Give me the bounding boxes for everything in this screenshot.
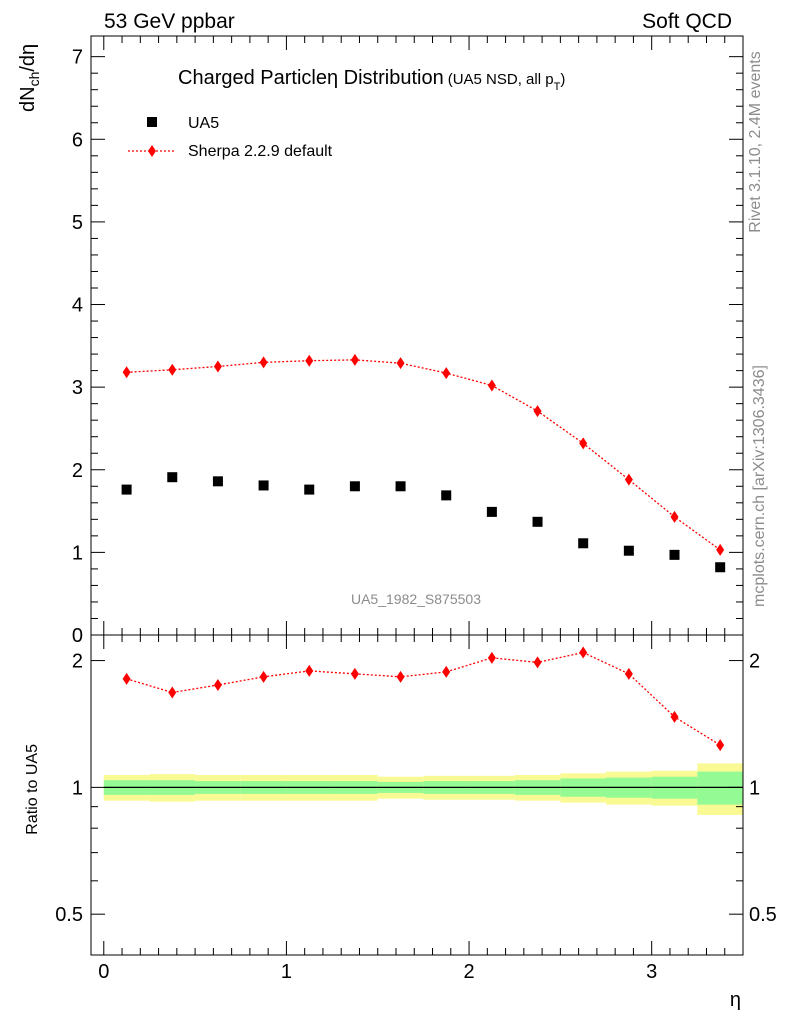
y-tick-label: 0 bbox=[72, 625, 83, 647]
ratio-point bbox=[579, 646, 588, 659]
ratio-point bbox=[533, 656, 542, 669]
sherpa-point bbox=[579, 437, 588, 450]
chart-title-tail: Distribution bbox=[338, 67, 444, 89]
ratio-frame bbox=[90, 634, 744, 956]
ua5-point bbox=[258, 480, 269, 491]
sherpa-point bbox=[168, 363, 177, 376]
ua5-point bbox=[715, 562, 726, 573]
ua5-point bbox=[167, 472, 178, 483]
ratio-point bbox=[670, 710, 679, 723]
legend-marker-ua5 bbox=[147, 117, 157, 127]
sherpa-point bbox=[624, 473, 633, 486]
ratio-point bbox=[396, 670, 405, 683]
chart-title-eta: η bbox=[327, 67, 338, 89]
y-axis-label-main: dN bbox=[17, 86, 39, 112]
y-tick-label: 7 bbox=[72, 47, 83, 69]
ratio-panel: 0 1 2 3 0.5 0.5 1 1 2 2 bbox=[55, 634, 777, 983]
ua5-point bbox=[623, 545, 634, 556]
y-tick-label: 6 bbox=[72, 129, 83, 151]
ua5-point bbox=[578, 538, 589, 549]
ratio-point bbox=[259, 670, 268, 683]
legend: UA5 Sherpa 2.2.9 default bbox=[128, 115, 333, 160]
sherpa-point bbox=[533, 405, 542, 418]
legend-marker-sherpa bbox=[148, 145, 156, 157]
x-tick-label: 2 bbox=[463, 961, 474, 983]
ratio-point bbox=[442, 665, 451, 678]
main-panel: 0 1 2 3 4 5 6 7 bbox=[72, 35, 744, 647]
ua5-point bbox=[441, 490, 452, 501]
category-label: Soft QCD bbox=[642, 10, 732, 33]
y-tick-label: 2 bbox=[72, 460, 83, 482]
ua5-point bbox=[486, 506, 497, 517]
sherpa-point bbox=[442, 367, 451, 380]
sherpa-line bbox=[126, 359, 721, 551]
ratio-y-tick-label: 1 bbox=[72, 777, 83, 799]
chart-title: Charged Particleη Distribution (UA5 NSD, … bbox=[178, 67, 565, 93]
ratio-y-axis-label: Ratio to UA5 bbox=[24, 744, 41, 835]
sherpa-point bbox=[305, 354, 314, 367]
ua5-point bbox=[349, 481, 360, 492]
y-tick-label: 5 bbox=[72, 212, 83, 234]
uncertainty-band-stat bbox=[697, 771, 743, 805]
ratio-y-tick-label: 0.5 bbox=[55, 904, 83, 926]
ratio-y-tick-label: 1 bbox=[749, 777, 760, 799]
ratio-point bbox=[624, 667, 633, 680]
ratio-point bbox=[305, 664, 314, 677]
ratio-point bbox=[122, 672, 131, 685]
x-tick-label: 1 bbox=[281, 961, 292, 983]
ua5-point bbox=[304, 484, 315, 495]
sherpa-point bbox=[487, 379, 496, 392]
chart-title-main: Charged Particle bbox=[178, 67, 327, 89]
y-axis-label-sub: ch bbox=[26, 72, 42, 87]
analysis-id: UA5_1982_S875503 bbox=[351, 591, 481, 607]
sherpa-point bbox=[716, 543, 725, 556]
y-tick-label: 4 bbox=[72, 295, 83, 317]
ua5-point bbox=[532, 516, 543, 527]
chart-subtitle-sub: T bbox=[554, 81, 561, 93]
ua5-point bbox=[212, 476, 223, 487]
x-tick-label: 3 bbox=[646, 961, 657, 983]
energy-label: 53 GeV ppbar bbox=[104, 10, 235, 33]
ratio-y-tick-label: 0.5 bbox=[749, 904, 777, 926]
sherpa-point bbox=[259, 356, 268, 369]
x-axis-label: η bbox=[730, 989, 741, 1011]
ratio-point bbox=[350, 667, 359, 680]
ratio-point bbox=[213, 678, 222, 691]
chart-subtitle-end: ) bbox=[560, 71, 565, 88]
ratio-y-tick-label: 2 bbox=[749, 651, 760, 673]
y-axis-label: dNch/dη bbox=[17, 44, 42, 112]
legend-label-ua5: UA5 bbox=[188, 115, 219, 132]
ratio-point bbox=[716, 739, 725, 752]
ua5-point bbox=[395, 481, 406, 492]
sherpa-point bbox=[670, 510, 679, 523]
sherpa-point bbox=[350, 353, 359, 366]
ua5-point bbox=[669, 549, 680, 560]
sherpa-point bbox=[396, 357, 405, 370]
legend-label-sherpa: Sherpa 2.2.9 default bbox=[188, 143, 333, 160]
mcplots-label: mcplots.cern.ch [arXiv:1306.3436] bbox=[751, 365, 768, 607]
sherpa-point bbox=[213, 360, 222, 373]
sherpa-point bbox=[122, 366, 131, 379]
y-tick-label: 1 bbox=[72, 542, 83, 564]
chart-subtitle: (UA5 NSD, all p bbox=[448, 71, 554, 88]
y-tick-label: 3 bbox=[72, 377, 83, 399]
ratio-point bbox=[168, 686, 177, 699]
ua5-point bbox=[121, 484, 132, 495]
ratio-line bbox=[126, 651, 721, 746]
rivet-label: Rivet 3.1.10, 2.4M events bbox=[747, 51, 764, 232]
x-tick-label: 0 bbox=[98, 961, 109, 983]
ratio-y-tick-label: 2 bbox=[72, 651, 83, 673]
ratio-point bbox=[487, 651, 496, 664]
y-axis-label-end: /dη bbox=[17, 44, 39, 72]
